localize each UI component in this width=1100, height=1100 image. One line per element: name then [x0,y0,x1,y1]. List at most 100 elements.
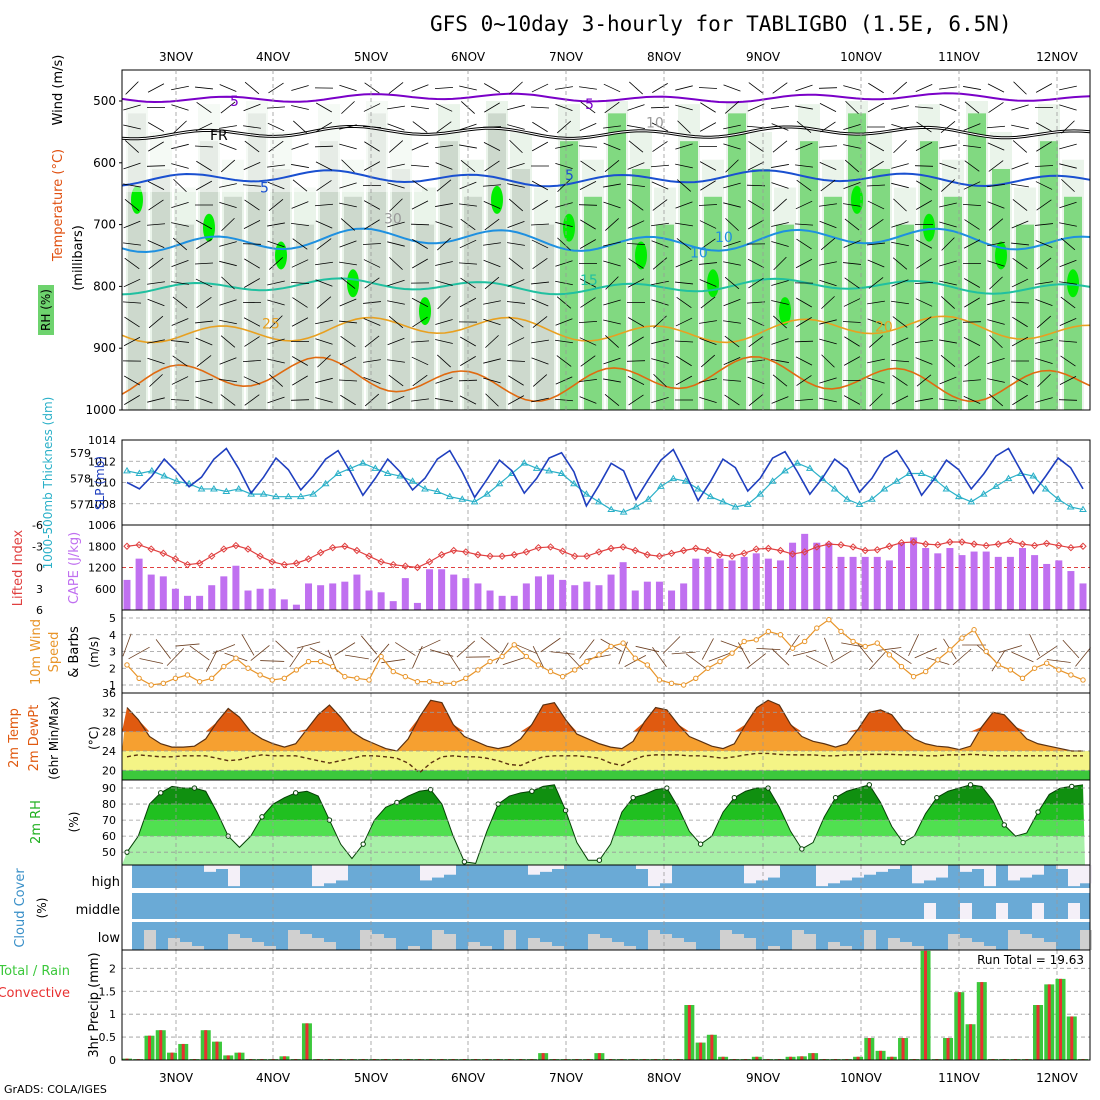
surface-wind-barb [785,634,800,656]
wind-speed-marker [499,653,505,660]
wind-barb [1012,394,1028,406]
rh-marker [866,782,873,788]
wind-barb [891,163,909,169]
wind-barb [387,123,405,131]
li-marker [655,552,664,560]
wind-barb [891,300,909,305]
date-label-top-4: 7NOV [549,50,584,64]
date-label-top-1: 4NOV [256,50,291,64]
wind-barb [1059,259,1077,268]
rh-band-21 [632,168,650,410]
wind-barb [148,199,164,211]
wind-barb [771,280,789,286]
cloud-low-cell [300,934,312,950]
wind-barb [652,199,668,211]
wind-barb [868,82,884,94]
wind-tick-4: 5 [109,612,116,625]
credit-label: GrADS: COLA/IGES [4,1083,107,1096]
li-marker [522,548,531,556]
wind-barb [939,144,957,149]
cloud-high-cell [636,865,648,869]
wind-speed-marker [850,638,856,645]
li-marker [220,545,228,553]
wind-barb [269,315,283,329]
cloud-axis-label: Cloud Cover [13,868,28,948]
wind-barb [915,357,933,365]
precip-bar-convective [980,982,984,1060]
wind-barb [986,125,1006,129]
wind-barb [290,281,310,285]
wind-speed-marker [535,662,542,668]
wind-barb [124,199,140,211]
thickness-marker [719,497,727,505]
cloud-low-cell [828,942,840,950]
wind-barb [796,297,812,308]
li-marker [1042,539,1051,548]
wind-barb [844,159,860,173]
wind-barb [314,145,334,148]
surface-wind-barb [241,634,255,656]
wind-barb [387,221,405,228]
wind-barb [796,317,812,327]
wind-barb [725,159,739,173]
thickness-marker [309,490,318,497]
rh-tick-2: 70 [102,814,116,827]
wind-barb [387,279,405,287]
wind-barb [267,299,285,306]
wind-barb [124,257,140,270]
wind-barb [651,396,669,404]
thickness-marker [632,502,640,510]
wind-barb [363,161,381,171]
rh-axis-label: 2m RH [29,800,44,844]
wind-barb [771,106,789,109]
li-tick-0: -6 [32,519,43,532]
wind-barb [290,399,310,401]
wind-barb [435,319,453,325]
wind-barb [603,357,621,365]
wind-barb [676,238,692,250]
wind-barb [315,220,333,229]
wind-speed-marker [1031,665,1038,671]
precip-bar-convective [159,1030,163,1060]
date-label-bottom-8: 11NOV [938,1071,980,1085]
wind-barb [677,120,691,134]
cape-bar [305,583,313,610]
cloud-high-cell [540,865,552,872]
wind-barb [676,355,692,367]
wind-speed-marker [826,616,832,623]
li-marker [849,543,857,551]
wind-barb [964,278,980,288]
cloud-high-cell [912,865,924,884]
surface-wind-barb [122,633,132,657]
wind-barb [484,218,500,231]
precip-legend-convective: Convective [0,986,70,1001]
legend-temperature: Temperature (°C) [51,149,66,262]
wind-barb [579,86,597,90]
thickness-marker [805,464,814,471]
wind-barb [914,281,934,285]
wind-speed-marker [838,628,844,635]
cloud-low-cell [624,946,636,950]
wind-barb [699,220,717,229]
li-marker [897,539,906,547]
precip-bar-convective [867,1038,871,1060]
wind-barb [843,123,861,131]
thickness-tick-2: 577 [70,498,91,511]
cloud-low-cell [528,938,540,950]
thickness-marker [532,464,541,471]
wind-barb [1035,357,1053,365]
thickness-marker [433,487,442,495]
wind-barb [722,379,742,382]
contour-label-9: 25 [262,316,280,332]
wind-barb [125,81,139,95]
wind-barb [315,338,333,345]
surface-wind-barb [502,656,526,666]
rh-marker [461,859,468,865]
rh-band-26 [752,168,770,410]
wind-barb [698,87,718,89]
wind-speed-marker [233,655,239,661]
wind-barb [651,240,669,248]
wind-barb [530,106,550,109]
wind-speed-marker [160,680,167,687]
cape-bar [510,595,518,610]
